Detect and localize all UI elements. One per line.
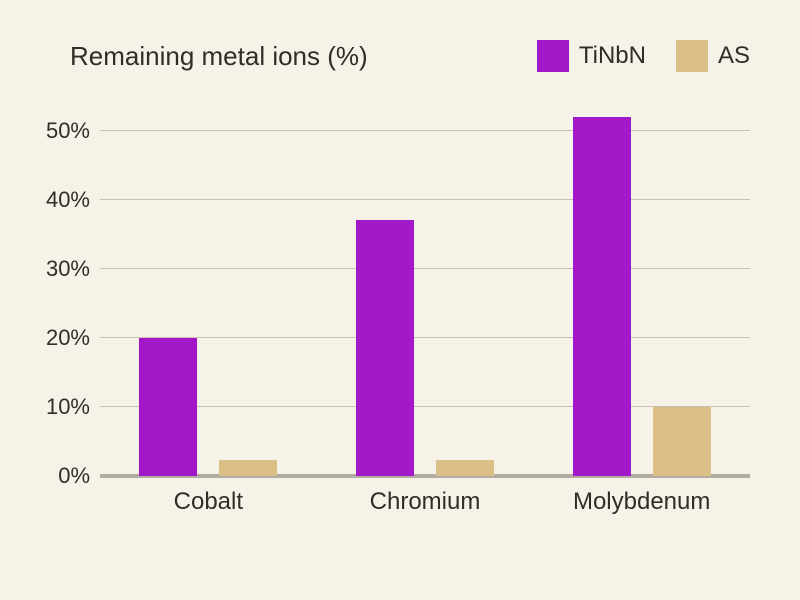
legend-label-tinbn: TiNbN [579, 42, 646, 70]
y-tick-label: 0% [58, 463, 90, 489]
chart-header: Remaining metal ions (%) TiNbN AS [30, 40, 750, 72]
legend-swatch-as [676, 40, 708, 72]
x-label-cobalt: Cobalt [100, 488, 317, 516]
x-label-molybdenum: Molybdenum [533, 488, 750, 516]
y-axis: 50% 40% 30% 20% 10% 0% [30, 96, 100, 476]
bar-as-molybdenum [653, 407, 711, 476]
legend-swatch-tinbn [537, 40, 569, 72]
plot-area [100, 96, 750, 476]
chart-legend: TiNbN AS [537, 40, 750, 72]
bar-group-molybdenum [533, 96, 750, 476]
x-label-chromium: Chromium [317, 488, 534, 516]
bar-as-chromium [436, 460, 494, 476]
bar-group-chromium [317, 96, 534, 476]
chart-area: 50% 40% 30% 20% 10% 0% Co [30, 96, 750, 526]
bar-groups [100, 96, 750, 476]
legend-label-as: AS [718, 42, 750, 70]
x-axis: Cobalt Chromium Molybdenum [100, 488, 750, 516]
bar-tinbn-chromium [356, 220, 414, 476]
chart-title: Remaining metal ions (%) [70, 41, 368, 72]
legend-item-as: AS [676, 40, 750, 72]
y-tick-label: 30% [46, 256, 90, 282]
legend-item-tinbn: TiNbN [537, 40, 646, 72]
bar-tinbn-cobalt [139, 338, 197, 476]
y-tick-label: 50% [46, 118, 90, 144]
bar-group-cobalt [100, 96, 317, 476]
y-tick-label: 20% [46, 325, 90, 351]
y-tick-label: 40% [46, 187, 90, 213]
y-tick-label: 10% [46, 394, 90, 420]
bar-as-cobalt [219, 460, 277, 476]
bar-tinbn-molybdenum [573, 117, 631, 476]
